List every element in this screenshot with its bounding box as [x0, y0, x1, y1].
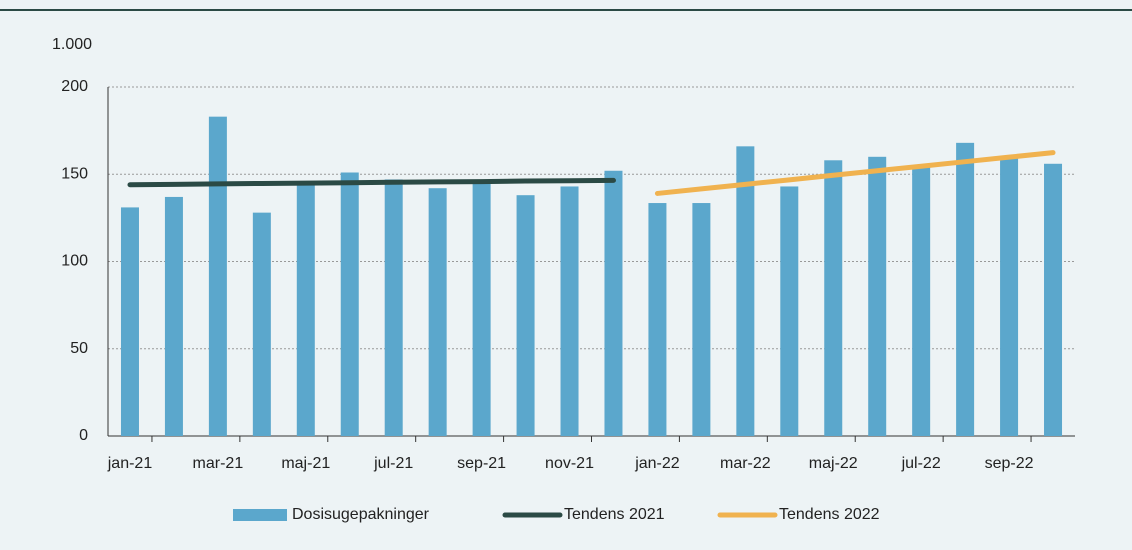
- x-tick-label: sep-21: [457, 455, 506, 472]
- bar: [340, 172, 359, 436]
- x-tick-label: sep-22: [985, 455, 1034, 472]
- bar: [252, 212, 271, 436]
- bar: [428, 188, 447, 436]
- bar: [472, 181, 491, 436]
- y-tick-label: 150: [61, 165, 88, 182]
- x-tick-label: maj-21: [281, 455, 330, 472]
- bar: [120, 207, 139, 436]
- x-tick-label: jul-22: [901, 455, 941, 472]
- bar: [912, 167, 931, 436]
- y-tick-label: 50: [70, 340, 88, 357]
- legend-label: Tendens 2021: [564, 506, 665, 523]
- bar: [736, 146, 755, 436]
- bar: [648, 203, 667, 436]
- x-tick-label: jan-21: [107, 455, 153, 472]
- y-unit-label: 1.000: [52, 36, 92, 53]
- bar: [824, 160, 843, 437]
- x-tick-label: jul-21: [373, 455, 413, 472]
- legend-swatch: [233, 509, 287, 521]
- y-tick-label: 100: [61, 253, 88, 270]
- trend-line: [127, 177, 616, 188]
- x-tick-label: mar-22: [720, 455, 771, 472]
- legend-label: Tendens 2022: [779, 506, 880, 523]
- bar: [208, 116, 227, 436]
- x-tick-label: maj-22: [809, 455, 858, 472]
- legend-label: Dosisugepakninger: [292, 506, 430, 523]
- bar: [868, 156, 887, 437]
- bar: [164, 196, 183, 436]
- bar: [780, 186, 799, 436]
- y-tick-label: 200: [61, 78, 88, 95]
- bar: [604, 170, 623, 436]
- x-tick-label: nov-21: [545, 455, 594, 472]
- bar: [1044, 163, 1063, 436]
- x-tick-label: jan-22: [634, 455, 680, 472]
- bar: [384, 179, 403, 437]
- bar: [516, 195, 535, 436]
- bar: [560, 186, 579, 436]
- bar: [956, 142, 975, 436]
- bar: [296, 184, 315, 436]
- trend-line: [654, 150, 1056, 196]
- bar: [692, 203, 711, 436]
- bar: [1000, 156, 1019, 437]
- x-tick-label: mar-21: [193, 455, 244, 472]
- y-tick-label: 0: [79, 427, 88, 444]
